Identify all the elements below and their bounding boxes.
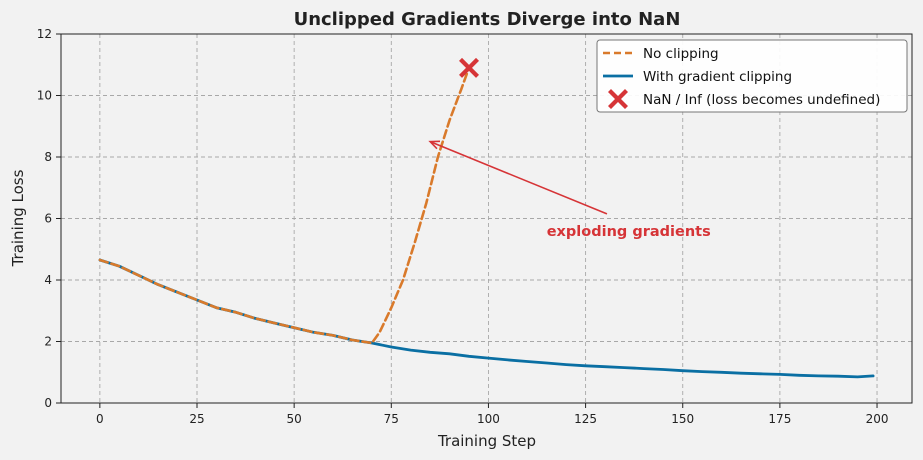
annotation-arrowhead bbox=[428, 140, 441, 150]
x-tick-label: 175 bbox=[768, 412, 791, 426]
x-tick-label: 0 bbox=[96, 412, 104, 426]
annotation-layer: exploding gradients bbox=[428, 140, 711, 240]
x-tick-label: 25 bbox=[189, 412, 204, 426]
y-tick-label: 2 bbox=[44, 335, 52, 349]
marker-layer bbox=[459, 57, 480, 78]
y-tick-label: 6 bbox=[44, 212, 52, 226]
x-tick-label: 125 bbox=[574, 412, 597, 426]
annotation-label: exploding gradients bbox=[547, 224, 711, 240]
y-tick-label: 8 bbox=[44, 150, 52, 164]
series-line-no-clipping bbox=[98, 66, 471, 345]
x-axis-ticks: 0 25 50 75 100 125 150 175 200 bbox=[96, 403, 888, 426]
x-axis-label: Training Step bbox=[437, 432, 536, 450]
x-tick-label: 50 bbox=[287, 412, 302, 426]
x-tick-label: 150 bbox=[671, 412, 694, 426]
legend-label-nan-marker: NaN / Inf (loss becomes undefined) bbox=[643, 92, 880, 108]
y-axis-label: Training Loss bbox=[9, 169, 27, 267]
y-tick-label: 4 bbox=[44, 273, 52, 287]
legend-label-with-clipping: With gradient clipping bbox=[643, 69, 792, 85]
y-axis-ticks: 0 2 4 6 8 10 12 bbox=[37, 27, 61, 410]
chart-title: Unclipped Gradients Diverge into NaN bbox=[294, 9, 681, 30]
x-tick-label: 75 bbox=[384, 412, 399, 426]
legend: No clipping With gradient clipping NaN /… bbox=[596, 39, 908, 113]
legend-swatch-nan-marker bbox=[608, 89, 628, 109]
y-tick-label: 12 bbox=[37, 27, 52, 41]
nan-marker bbox=[459, 57, 480, 78]
series-layer bbox=[98, 66, 875, 379]
y-tick-label: 10 bbox=[37, 89, 52, 103]
x-tick-label: 100 bbox=[477, 412, 500, 426]
legend-box bbox=[596, 39, 908, 113]
y-tick-label: 0 bbox=[44, 396, 52, 410]
legend-label-no-clipping: No clipping bbox=[643, 46, 719, 62]
annotation-arrow bbox=[429, 140, 608, 215]
x-tick-label: 200 bbox=[866, 412, 889, 426]
